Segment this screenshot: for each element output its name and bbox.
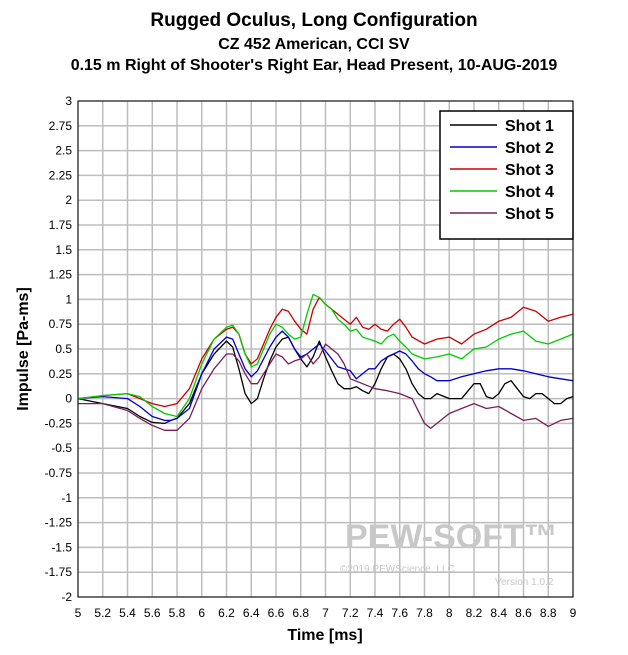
x-tick-label: 8.4	[490, 606, 507, 620]
legend: Shot 1 Shot 2 Shot 3 Shot 4 Shot 5	[439, 110, 574, 240]
x-tick-label: 9	[570, 606, 577, 620]
y-tick-label: 1	[65, 292, 72, 306]
y-tick-label: 3	[65, 94, 72, 108]
series-line-shot-4	[77, 293, 574, 418]
y-tick-label: 2.5	[55, 144, 72, 158]
x-tick-label: 8	[446, 606, 453, 620]
x-tick-label: 5.8	[169, 606, 186, 620]
x-tick-label: 6.6	[268, 606, 285, 620]
x-tick-label: 7.2	[342, 606, 359, 620]
x-tick-label: 5.2	[94, 606, 111, 620]
x-tick-label: 6.4	[243, 606, 260, 620]
legend-label-shot-1: Shot 1	[505, 118, 554, 135]
y-tick-label: -1.75	[45, 565, 73, 579]
watermark: PEW-SOFT™ ©2019 PEWScience, LLC Version …	[340, 518, 558, 588]
x-tick-label: 8.6	[515, 606, 532, 620]
y-tick-label: -1.25	[45, 516, 73, 530]
legend-label-shot-2: Shot 2	[505, 140, 554, 157]
y-tick-label: 0	[65, 392, 72, 406]
legend-label-shot-5: Shot 5	[505, 206, 554, 223]
x-tick-label: 7	[322, 606, 329, 620]
legend-label-shot-4: Shot 4	[505, 184, 554, 201]
x-tick-label: 6.8	[292, 606, 309, 620]
watermark-version: Version 1.0.2	[495, 577, 554, 588]
y-tick-label: 1.5	[55, 243, 72, 257]
y-tick-labels: 3 2.75 2.5 2.25 2 1.75 1.5 1.25 1 0.75 0.5 0.25 0 -0.…	[45, 94, 73, 604]
x-tick-label: 8.8	[540, 606, 557, 620]
y-tick-label: -0.5	[51, 441, 72, 455]
x-tick-label: 7.6	[391, 606, 408, 620]
y-tick-label: 2	[65, 193, 72, 207]
y-tick-label: -0.75	[45, 466, 73, 480]
series-line-shot-1	[77, 336, 574, 425]
y-tick-label: -2	[61, 590, 72, 604]
y-tick-label: -1.5	[51, 540, 72, 554]
y-tick-label: -0.25	[45, 416, 73, 430]
watermark-brand: PEW-SOFT™	[345, 518, 558, 556]
x-axis-label: Time [ms]	[287, 627, 362, 644]
y-tick-label: 1.75	[49, 218, 73, 232]
x-tick-label: 5	[75, 606, 82, 620]
series-line-shot-2	[77, 330, 574, 422]
y-tick-label: 0.75	[49, 317, 73, 331]
y-axis-label: Impulse [Pa-ms]	[15, 287, 32, 411]
series-layer	[77, 293, 574, 431]
x-tick-label: 7.4	[367, 606, 384, 620]
series-line-shot-5	[78, 343, 574, 431]
chart-subtitle: CZ 452 American, CCI SV	[218, 36, 410, 53]
x-tick-label: 6	[198, 606, 205, 620]
y-tick-label: 1.25	[49, 268, 73, 282]
legend-box	[439, 110, 574, 240]
x-tick-labels: 5 5.2 5.4 5.6 5.8 6 6.2 6.4 6.6 6.8 7 7.2 7.4 7.6 7.8 8…	[75, 606, 577, 620]
y-tick-label: 0.25	[49, 367, 73, 381]
plot-frame	[77, 100, 574, 598]
y-tick-label: 0.5	[55, 342, 72, 356]
chart-titles: Rugged Oculus, Long Configuration CZ 452…	[0, 8, 628, 76]
y-tick-label: 2.25	[49, 168, 73, 182]
legend-label-shot-3: Shot 3	[505, 162, 554, 179]
x-tick-label: 6.2	[218, 606, 235, 620]
chart-title: Rugged Oculus, Long Configuration	[150, 10, 478, 31]
y-tick-label: 2.75	[49, 119, 73, 133]
x-tick-label: 7.8	[416, 606, 433, 620]
x-tick-label: 8.2	[466, 606, 483, 620]
x-tick-label: 5.4	[119, 606, 136, 620]
x-tick-label: 5.6	[144, 606, 161, 620]
chart-subtitle-2: 0.15 m Right of Shooter's Right Ear, Hea…	[70, 57, 558, 74]
watermark-copyright: ©2019 PEWScience, LLC	[340, 564, 455, 575]
y-tick-label: -1	[61, 491, 72, 505]
